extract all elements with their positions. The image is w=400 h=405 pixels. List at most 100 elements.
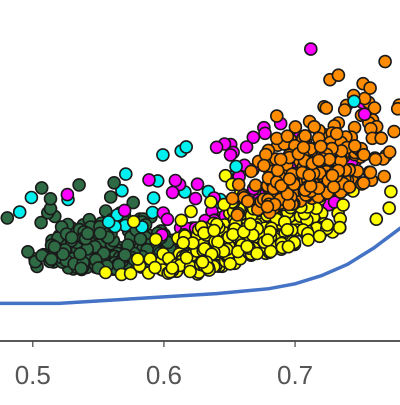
data-point [248, 178, 263, 192]
data-point [296, 140, 311, 155]
data-point [374, 131, 389, 145]
data-point [123, 266, 138, 281]
data-point [195, 255, 210, 269]
data-point [390, 102, 400, 116]
data-point [331, 68, 346, 82]
data-point [174, 213, 189, 228]
data-point [209, 140, 224, 155]
data-point [307, 120, 322, 134]
data-point [126, 214, 141, 229]
data-point [270, 163, 285, 178]
data-point [241, 194, 255, 208]
data-point [244, 164, 258, 179]
data-point [156, 148, 170, 162]
data-point [246, 130, 261, 145]
data-point [377, 169, 392, 184]
data-point [337, 103, 352, 117]
data-point [165, 185, 180, 200]
data-point [342, 180, 357, 194]
data-point [326, 180, 341, 194]
data-point [280, 129, 295, 143]
data-point [12, 205, 27, 219]
data-point [43, 192, 58, 206]
data-point [356, 148, 371, 162]
data-point [260, 233, 275, 247]
data-point [24, 190, 39, 205]
data-point [149, 232, 163, 247]
x-tick-label: 0.7 [277, 360, 313, 390]
data-point [239, 140, 254, 154]
data-point [229, 159, 243, 174]
data-point [204, 195, 218, 209]
data-point [207, 223, 221, 238]
data-point [119, 167, 133, 181]
data-point [384, 184, 398, 199]
trend-line [0, 226, 400, 306]
data-point [282, 172, 297, 186]
points-layer [0, 42, 400, 282]
data-point [225, 191, 240, 206]
data-point [165, 261, 180, 275]
data-point [146, 191, 161, 205]
data-point [183, 264, 197, 279]
data-point [101, 215, 116, 229]
data-point [117, 203, 132, 218]
data-point [115, 183, 129, 198]
data-point [0, 211, 15, 225]
x-tick-label: 0.5 [15, 360, 51, 390]
data-point [21, 245, 35, 259]
data-point [179, 140, 193, 154]
data-point [250, 246, 264, 261]
data-point [130, 252, 145, 266]
data-point [312, 229, 327, 244]
data-point [280, 223, 295, 237]
x-ticks: 0.50.60.70.8 [15, 341, 313, 390]
data-point [126, 195, 140, 210]
data-point [288, 120, 303, 134]
data-point [332, 220, 347, 235]
data-point [223, 148, 238, 162]
x-tick-label: 0.6 [146, 360, 182, 390]
data-point [34, 181, 49, 195]
data-point [72, 178, 86, 192]
data-point [73, 247, 87, 261]
data-point [56, 247, 70, 261]
data-point [302, 168, 317, 182]
data-point [176, 236, 190, 250]
data-point [382, 145, 397, 159]
data-point [160, 212, 175, 227]
data-point [356, 176, 371, 190]
data-point [329, 126, 344, 141]
data-point [240, 239, 254, 254]
data-point [142, 173, 156, 187]
data-point [44, 252, 59, 267]
data-point [325, 168, 340, 183]
data-point [368, 152, 383, 167]
data-point [336, 198, 350, 212]
data-point [60, 187, 75, 202]
data-point [303, 179, 318, 193]
data-point [243, 217, 258, 231]
data-point [231, 177, 246, 192]
data-point [347, 94, 361, 109]
data-point [64, 230, 79, 245]
data-point [74, 261, 88, 276]
data-point [298, 129, 312, 143]
data-point [311, 153, 326, 168]
data-point [133, 232, 148, 246]
data-point [230, 208, 245, 222]
data-point [118, 248, 132, 262]
data-point [188, 191, 203, 206]
data-point [313, 139, 328, 154]
data-point [387, 124, 400, 139]
data-point [260, 199, 275, 214]
data-point [301, 233, 315, 247]
data-point [168, 173, 183, 188]
data-point [107, 176, 121, 190]
data-point [363, 81, 377, 95]
data-point [258, 126, 272, 141]
data-point [382, 201, 397, 215]
data-point [303, 42, 318, 56]
